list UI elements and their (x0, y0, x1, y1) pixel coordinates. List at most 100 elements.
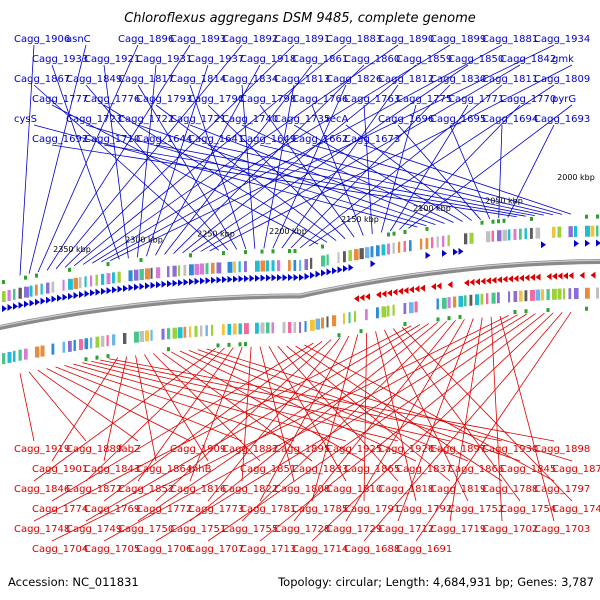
reverse-cog-block (255, 322, 259, 334)
forward-gene-arrow (370, 260, 376, 268)
reverse-gene-arrow (508, 275, 513, 283)
forward-gene-arrow (194, 277, 200, 285)
gene-label: Cagg_1719 (430, 524, 486, 535)
reverse-cog-block (546, 289, 550, 301)
leader-line (37, 369, 139, 442)
forward-cog-block (211, 262, 215, 274)
leader-line (155, 339, 332, 502)
rna-marker (585, 306, 588, 311)
leader-line (92, 44, 451, 264)
feature-tracks (2, 214, 600, 365)
leader-line (384, 329, 469, 502)
reverse-gene-arrow (387, 289, 392, 297)
gene-label: pyrG (552, 94, 576, 105)
forward-gene-arrow (310, 271, 315, 279)
leader-line (277, 345, 399, 482)
forward-gene-arrow (189, 278, 194, 286)
gene-label: Cagg_1810 (326, 484, 382, 495)
reverse-cog-block (315, 318, 321, 330)
forward-gene-arrow (84, 290, 90, 298)
gene-label: Cagg_1859 (396, 54, 452, 65)
forward-gene-arrow (271, 274, 277, 282)
gene-label: Cagg_1704 (32, 544, 88, 555)
leader-line (103, 314, 518, 542)
reverse-gene-arrow (486, 277, 491, 285)
leader-line (173, 64, 365, 254)
leader-line (293, 319, 456, 522)
forward-cog-block (524, 228, 527, 240)
forward-gene-arrow (7, 303, 13, 311)
rna-marker (2, 280, 5, 285)
rna-marker (491, 219, 495, 224)
rna-marker (596, 214, 599, 219)
leader-line (189, 84, 247, 250)
forward-cog-block (62, 279, 65, 291)
gene-label: Cagg_1749 (66, 524, 122, 535)
rna-marker (139, 258, 143, 263)
rna-marker (95, 355, 99, 360)
gene-label: Cagg_1649 (240, 134, 296, 145)
reverse-gene-arrow (491, 276, 497, 284)
reverse-gene-arrow (392, 288, 398, 296)
reverse-gene-arrow (464, 279, 469, 287)
position-tick-label: 2200 kbp (269, 227, 307, 236)
forward-cog-block (46, 282, 50, 294)
forward-cog-block (420, 238, 423, 250)
reverse-cog-block (51, 343, 55, 355)
forward-cog-block (552, 226, 556, 238)
position-ticks: 2000 kbp 2050 kbp 2100 kbp 2150 kbp 2200 kbp… (53, 173, 595, 254)
reverse-gene-arrow (447, 281, 453, 289)
forward-gene-arrow (216, 276, 222, 284)
leader-line (499, 315, 555, 522)
leader-line (399, 104, 521, 230)
gene-label: Cagg_1751 (170, 524, 226, 535)
leader-line (144, 354, 209, 462)
leader-line (33, 124, 418, 228)
leader-line (397, 124, 481, 220)
rna-marker (244, 250, 247, 255)
rna-marker (387, 232, 390, 237)
gene-label: Cagg_1846 (14, 484, 70, 495)
reverse-cog-block (442, 297, 447, 309)
leader-line (85, 124, 427, 227)
reverse-cog-block (62, 341, 66, 353)
reverse-gene-arrow (502, 275, 508, 283)
gene-label: Cagg_1892 (222, 34, 278, 45)
forward-cog-block (502, 229, 508, 241)
forward-cog-block (447, 235, 450, 247)
forward-cog-block (370, 246, 374, 258)
forward-gene-arrow (101, 287, 106, 295)
rna-marker (68, 267, 71, 272)
gene-label: Cagg_1777 (32, 94, 88, 105)
gene-label: Cagg_1688 (344, 544, 400, 555)
reverse-gene-arrow (497, 276, 502, 284)
forward-cog-block (134, 269, 139, 281)
forward-gene-arrow (238, 275, 244, 283)
leader-line (137, 323, 430, 522)
leader-line (19, 44, 35, 276)
leader-line (19, 373, 35, 442)
forward-cog-block (172, 265, 177, 277)
gene-label: Cagg_1909 (170, 444, 226, 455)
gene-label: Cagg_1785 (292, 504, 348, 515)
leader-line (449, 124, 491, 220)
reverse-gene-arrow (557, 272, 563, 280)
gene-label: Cagg_1766 (292, 94, 348, 105)
reverse-cog-block (194, 325, 198, 337)
forward-cog-block (35, 284, 38, 296)
label-leader-lines (19, 44, 573, 542)
gene-label: Cagg_1740 (222, 114, 278, 125)
leader-line (103, 356, 128, 462)
leader-line (259, 144, 553, 216)
position-tick-label: 2100 kbp (413, 204, 451, 213)
reverse-cog-block (68, 340, 72, 352)
gene-label: Cagg_1819 (430, 484, 486, 495)
map-title: Chloroflexus aggregans DSM 9485, complet… (124, 11, 476, 26)
reverse-cog-block (101, 335, 105, 347)
leader-line (259, 104, 355, 238)
leader-line (73, 363, 347, 442)
gene-label: Cagg_1897 (430, 444, 486, 455)
gene-label: Cagg_1705 (84, 544, 140, 555)
forward-cog-block (178, 265, 181, 277)
position-tick-label: 2350 kbp (53, 245, 91, 254)
